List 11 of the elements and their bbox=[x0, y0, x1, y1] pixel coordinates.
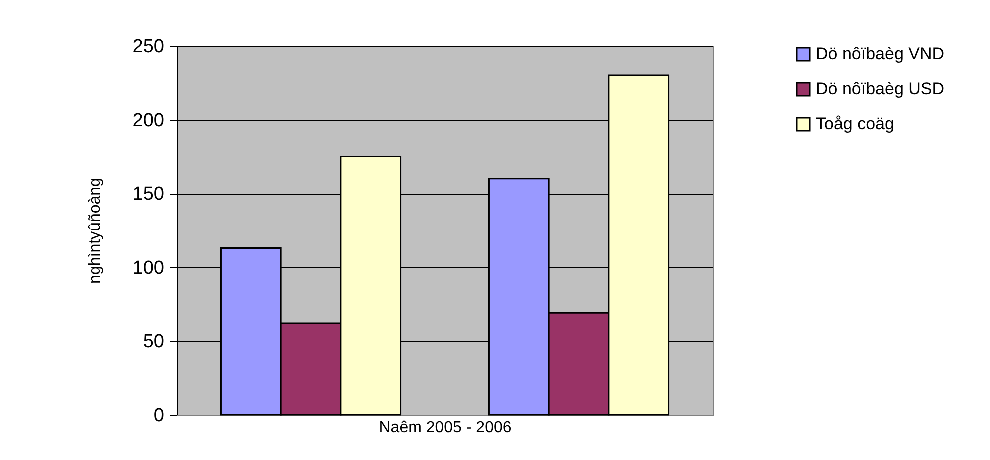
y-tick-label: 50 bbox=[143, 332, 164, 353]
y-tick-label: 200 bbox=[132, 110, 164, 132]
legend-label: Dö nôïbaèg USD bbox=[816, 80, 945, 98]
y-axis-title: nghìntyûñoàng bbox=[86, 178, 104, 284]
y-tick-label: 150 bbox=[132, 184, 164, 206]
legend-label: Dö nôïbaèg VND bbox=[816, 44, 945, 64]
legend-label: Toåg coäg bbox=[816, 114, 894, 134]
x-axis-title: Naêm 2005 - 2006 bbox=[379, 420, 512, 436]
y-tick-label: 0 bbox=[154, 406, 164, 426]
y-tick-label: 100 bbox=[132, 258, 164, 279]
y-tick-label: 250 bbox=[132, 36, 164, 58]
